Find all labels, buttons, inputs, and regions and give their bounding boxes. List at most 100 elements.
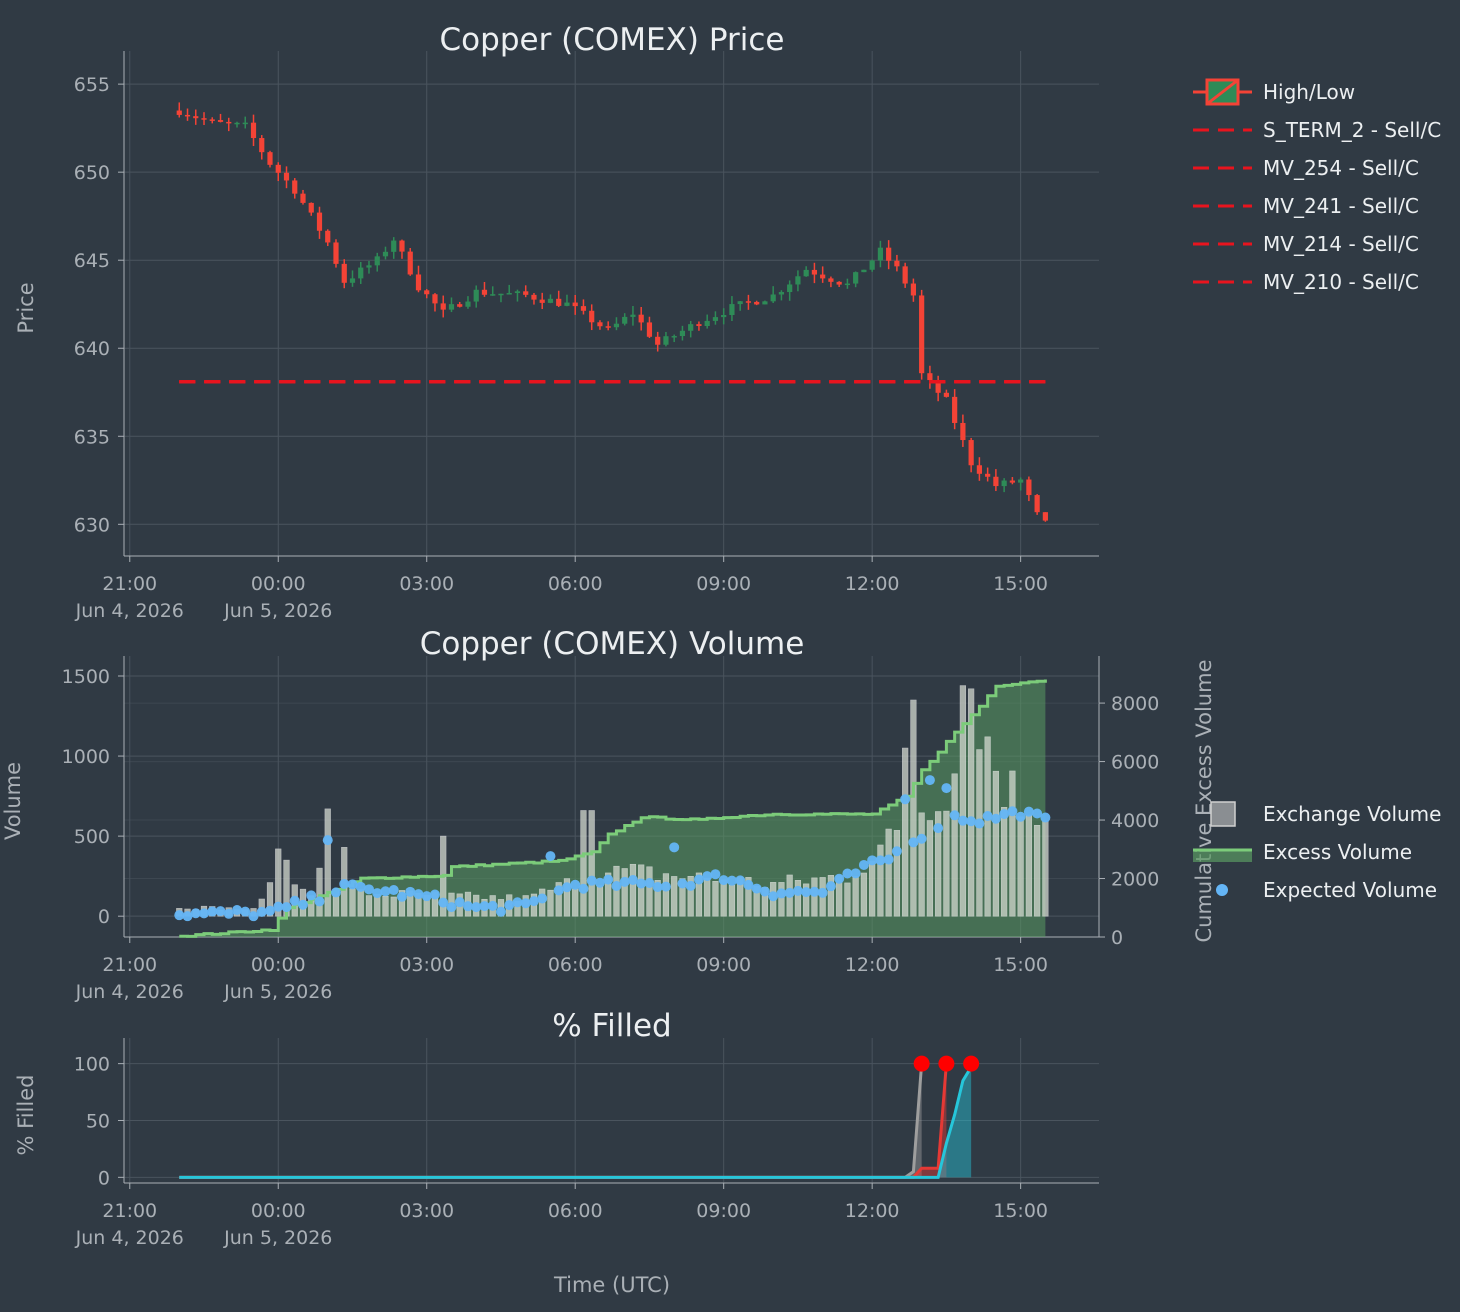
expected-volume-dot xyxy=(875,855,886,866)
candle xyxy=(638,307,644,331)
candle xyxy=(349,270,356,287)
expected-volume-dot xyxy=(388,885,399,896)
candle-body xyxy=(490,294,496,296)
candle-body xyxy=(341,263,347,283)
candle xyxy=(622,313,628,326)
candle-body xyxy=(803,269,809,277)
exchange-volume-bar xyxy=(943,810,950,917)
candle-body xyxy=(688,324,694,331)
legend-item[interactable]: Excess Volume xyxy=(1193,840,1412,864)
x-tick-date-label: Jun 5, 2026 xyxy=(223,1227,332,1249)
x-tick-label: 12:00 xyxy=(845,1200,900,1222)
exchange-volume-bar xyxy=(959,685,966,917)
candle xyxy=(473,285,479,308)
legend[interactable]: High/Low S_TERM_2 - Sell/C MV_254 - Sell/C… xyxy=(1193,78,1441,902)
x-tick-label: 03:00 xyxy=(399,573,454,595)
candle xyxy=(803,266,809,277)
x-tick-label: 21:00 xyxy=(102,573,157,595)
expected-volume-dot xyxy=(710,869,721,880)
legend-label: MV_214 - Sell/C xyxy=(1263,232,1419,256)
x-tick-date-label: Jun 4, 2026 xyxy=(75,1227,184,1249)
exchange-volume-bar xyxy=(275,848,282,917)
candle xyxy=(795,270,801,292)
expected-volume-dot xyxy=(735,875,746,886)
candle xyxy=(201,112,207,126)
candle-body xyxy=(729,304,735,315)
candle-body xyxy=(201,118,207,120)
candle xyxy=(968,437,974,473)
price-title: Copper (COMEX) Price xyxy=(440,22,785,58)
filled-panel: 0 50 100 21:00 Jun 4, 2026 00:00 Jun 5, 2026 03… xyxy=(74,1038,1099,1249)
candle-body xyxy=(836,281,842,285)
legend-label: MV_210 - Sell/C xyxy=(1263,270,1419,294)
expected-volume-dot xyxy=(941,783,952,794)
legend-item[interactable]: MV_214 - Sell/C xyxy=(1193,232,1419,256)
volume-y2-label: Cumulative Excess Volume xyxy=(1192,660,1216,943)
candle xyxy=(242,116,248,129)
x-tick-label: 03:00 xyxy=(399,954,454,976)
legend-item[interactable]: High/Low xyxy=(1193,78,1355,106)
expected-volume-dot xyxy=(1023,806,1034,817)
exchange-volume-bar xyxy=(778,882,785,917)
expected-volume-dot xyxy=(652,882,663,893)
expected-volume-dot xyxy=(462,901,473,912)
legend-item[interactable]: MV_210 - Sell/C xyxy=(1193,270,1419,294)
legend-item[interactable]: Expected Volume xyxy=(1216,878,1437,902)
exchange-volume-bar xyxy=(398,890,406,917)
expected-volume-dot xyxy=(759,886,770,897)
x-tick-label: 09:00 xyxy=(696,954,751,976)
candle-body xyxy=(358,267,364,279)
candle xyxy=(1009,477,1015,485)
expected-volume-dot xyxy=(223,908,234,919)
candle xyxy=(176,102,182,118)
y-tick-label: 635 xyxy=(74,426,110,448)
candle-body xyxy=(193,116,199,119)
candle-body xyxy=(382,251,389,257)
expected-volume-dot xyxy=(916,833,927,844)
candle-body xyxy=(861,269,867,273)
expected-volume-dot xyxy=(1040,812,1051,823)
candle-body xyxy=(663,336,669,345)
candle-body xyxy=(572,302,578,307)
expected-volume-dot xyxy=(768,891,779,902)
expected-volume-dot xyxy=(207,906,218,917)
legend-item[interactable]: MV_254 - Sell/C xyxy=(1193,156,1419,180)
candle-body xyxy=(580,306,587,311)
candle-body xyxy=(308,202,314,213)
expected-volume-dot xyxy=(306,890,317,901)
y-tick-label: 650 xyxy=(74,162,110,184)
legend-bar-icon xyxy=(1210,801,1236,827)
candle-body xyxy=(399,240,405,252)
candle-body xyxy=(869,260,875,270)
exchange-volume-bar xyxy=(695,872,703,917)
exchange-volume-bar xyxy=(893,830,901,917)
candle xyxy=(1034,494,1040,515)
candle xyxy=(506,284,512,295)
exchange-volume-bar xyxy=(687,875,694,917)
candle xyxy=(226,117,232,132)
legend-item[interactable]: S_TERM_2 - Sell/C xyxy=(1193,118,1441,142)
candle xyxy=(861,269,867,273)
expected-volume-dot xyxy=(199,908,210,919)
candle-body xyxy=(1034,495,1040,513)
legend-item[interactable]: MV_241 - Sell/C xyxy=(1193,194,1419,218)
candle xyxy=(580,299,587,315)
expected-volume-dot xyxy=(1015,811,1026,822)
exchange-volume-bar xyxy=(935,811,942,917)
expected-volume-dot xyxy=(619,876,630,887)
expected-volume-dot xyxy=(586,875,597,886)
exchange-volume-bar xyxy=(910,699,917,917)
candle-body xyxy=(473,289,479,302)
expected-volume-dot xyxy=(553,885,564,896)
legend-item[interactable]: Exchange Volume xyxy=(1210,801,1441,827)
candle-body xyxy=(523,291,529,295)
x-tick-label: 09:00 xyxy=(696,573,751,595)
candle-body xyxy=(737,301,743,305)
exchange-volume-bar xyxy=(712,881,719,917)
expected-volume-dot xyxy=(413,889,424,900)
candle-body xyxy=(374,256,380,266)
candle xyxy=(391,237,397,259)
candle-body xyxy=(1018,479,1024,483)
candle-body xyxy=(432,294,438,304)
candle-body xyxy=(935,380,941,393)
